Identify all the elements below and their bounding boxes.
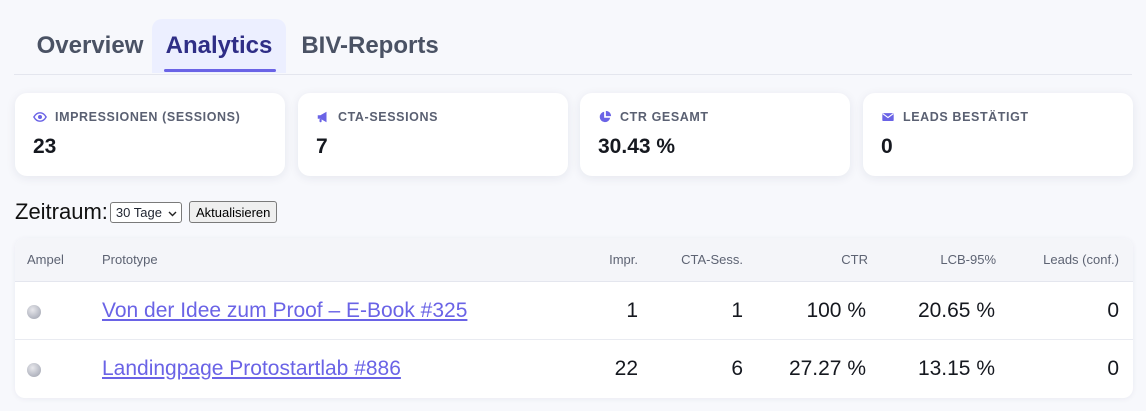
kpi-value: 30.43 % [598,135,676,158]
status-indicator [27,305,41,319]
kpi-label: CTA-SESSIONS [338,110,439,124]
kpi-value: 7 [316,135,328,158]
cell-impr: 22 [614,357,638,380]
prototype-link[interactable]: Landingpage Protostartlab #886 [102,357,401,380]
kpi-card-impressions: IMPRESSIONEN (SESSIONS) 23 [15,93,285,176]
header-leads: Leads (conf.) [1043,252,1119,267]
kpi-card-ctr: CTR GESAMT 30.43 % [580,93,850,176]
prototype-link[interactable]: Von der Idee zum Proof – E-Book #325 [102,299,468,322]
cell-cta: 1 [731,299,743,322]
kpi-label: IMPRESSIONEN (SESSIONS) [55,110,241,124]
header-ctr: CTR [841,252,868,267]
table-row: Von der Idee zum Proof – E-Book #325 1 1… [15,282,1133,340]
header-prototype: Prototype [102,252,158,267]
refresh-button[interactable]: Aktualisieren [188,201,278,223]
envelope-icon [881,110,895,124]
pie-chart-icon [598,110,612,124]
tab-analytics[interactable]: Analytics [152,19,286,73]
kpi-value: 0 [881,135,893,158]
kpi-label: CTR GESAMT [620,110,709,124]
table-row: Landingpage Protostartlab #886 22 6 27.2… [15,340,1133,398]
cell-cta: 6 [731,357,743,380]
tab-overview[interactable]: Overview [36,32,144,59]
header-lcb: LCB-95% [940,252,996,267]
cell-ctr: 27.27 % [788,357,866,380]
kpi-value: 23 [33,135,57,158]
cell-lcb: 20.65 % [917,299,995,322]
cell-leads: 0 [1107,299,1119,322]
tab-biv-reports[interactable]: BIV-Reports [301,32,439,59]
kpi-card-leads: LEADS BESTÄTIGT 0 [863,93,1133,176]
tab-bar: Overview Analytics BIV-Reports [14,0,1132,75]
cell-lcb: 13.15 % [917,357,995,380]
cell-impr: 1 [626,299,638,322]
period-select-value: 30 Tage [115,204,162,220]
eye-icon [33,110,47,124]
megaphone-icon [316,110,330,124]
header-impr: Impr. [609,252,638,267]
table-header: Ampel Prototype Impr. CTA-Sess. CTR LCB-… [15,238,1133,282]
analytics-table: Ampel Prototype Impr. CTA-Sess. CTR LCB-… [15,238,1133,398]
cell-ctr: 100 % [806,299,866,322]
header-cta: CTA-Sess. [681,252,743,267]
status-indicator [27,363,41,377]
kpi-label: LEADS BESTÄTIGT [903,110,1029,124]
header-ampel: Ampel [27,252,64,267]
period-label: Zeitraum: [15,199,108,224]
kpi-card-cta-sessions: CTA-SESSIONS 7 [298,93,568,176]
period-select[interactable]: 30 Tage [109,201,182,223]
period-controls: Zeitraum: 30 Tage Aktualisieren [15,198,278,226]
active-tab-indicator [164,69,276,72]
chevron-down-icon [168,205,177,220]
cell-leads: 0 [1107,357,1119,380]
